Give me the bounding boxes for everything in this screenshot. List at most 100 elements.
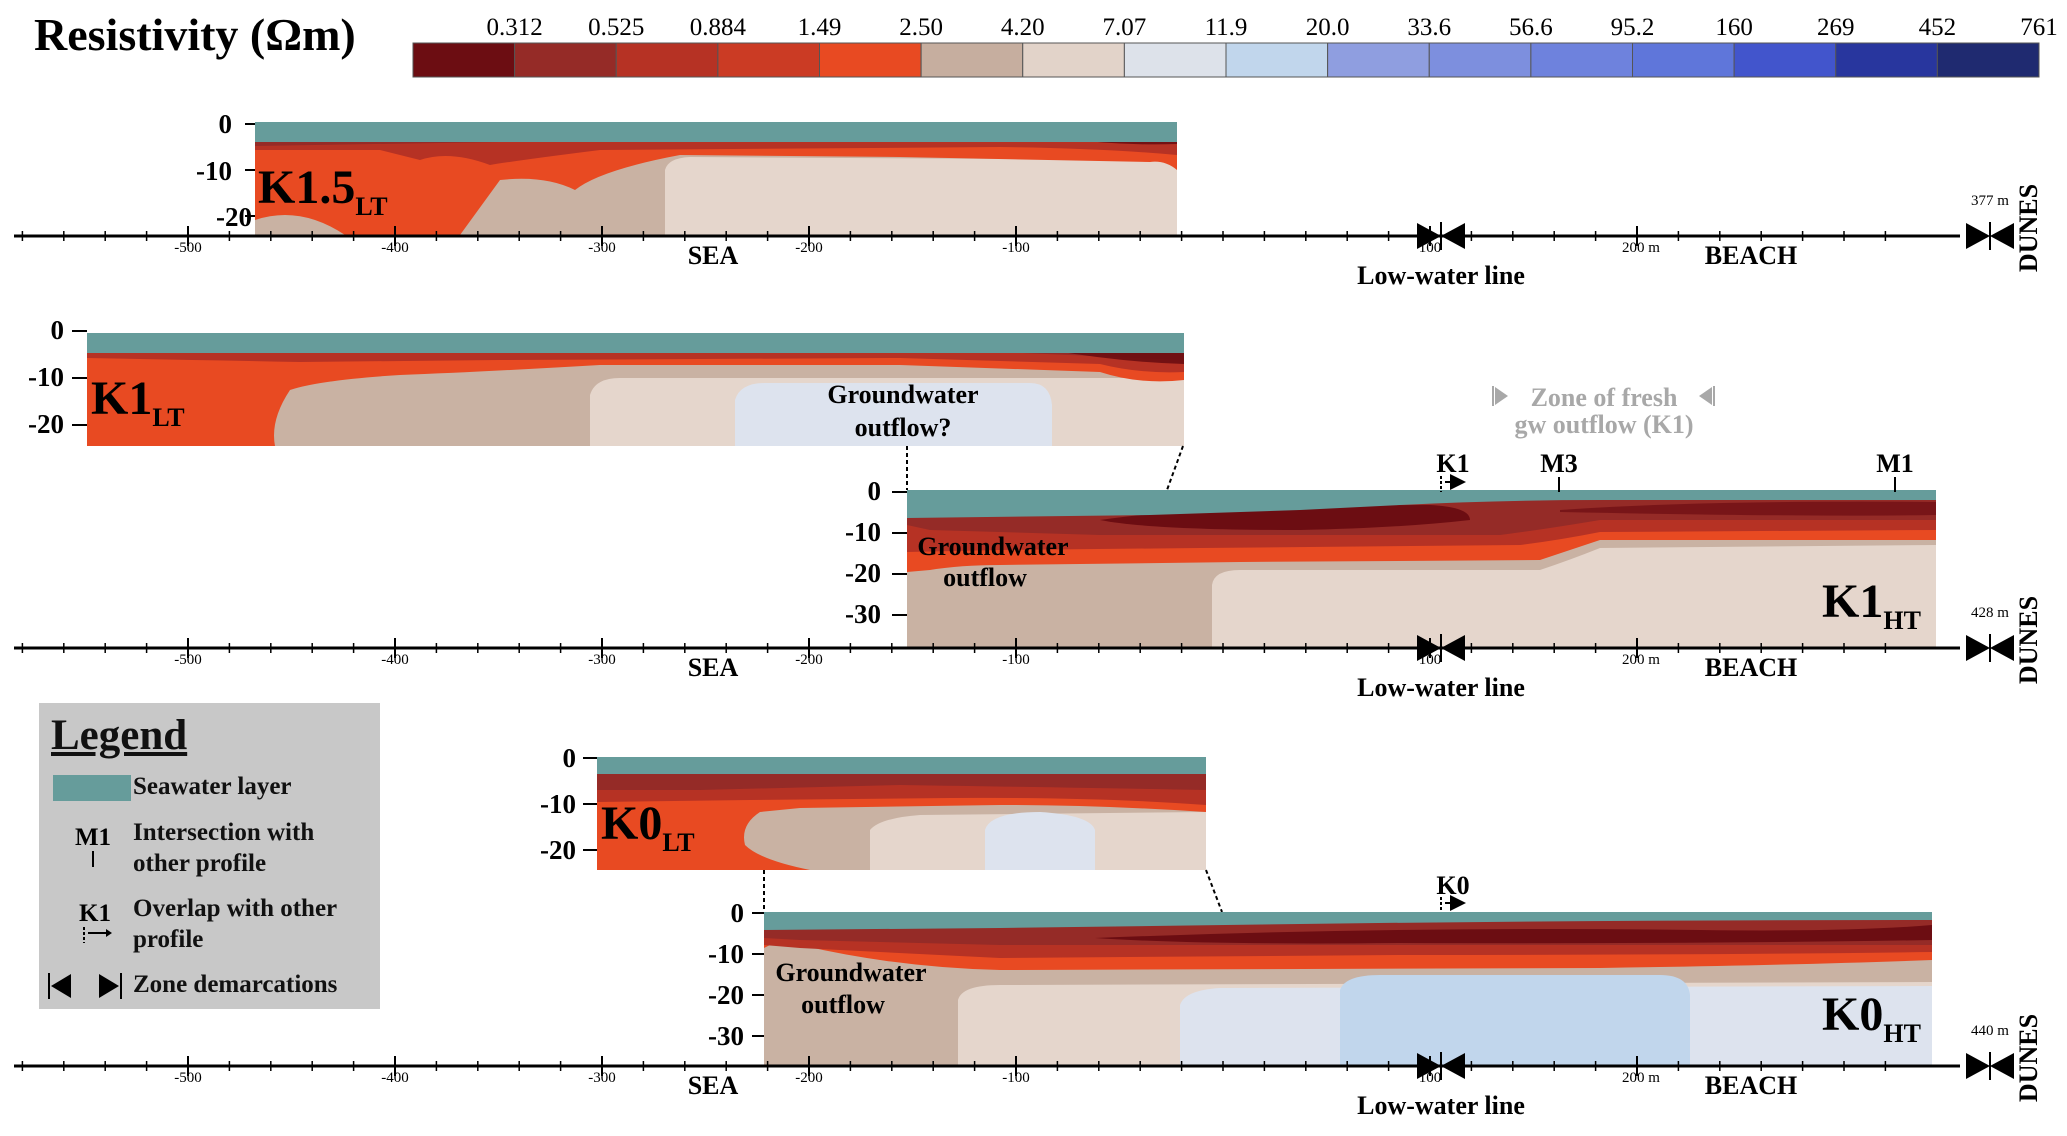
k1ht-depth-0: 0: [868, 476, 882, 506]
k0ht-depth-labels: 0 -10 -20 -30: [708, 898, 764, 1051]
axis-tick-label: -100: [1002, 652, 1030, 668]
colorbar-tick-label: 56.6: [1509, 14, 1553, 41]
zone-demarcation-icon: [1966, 223, 1990, 249]
colorbar-segment: [920, 42, 1024, 78]
legend-label-seawater: Seawater layer: [133, 773, 292, 800]
axis-tick-label: -300: [588, 240, 616, 256]
k1lt-annotation-line2: outflow?: [855, 413, 952, 442]
k0lt-section: 0 -10 -20 K0LT: [540, 743, 1206, 870]
k1lt-depth-10: -10: [28, 362, 64, 392]
axis-tick-label: 200 m: [1622, 240, 1660, 256]
colorbar-segment: [514, 42, 617, 78]
axis-tick-label: -200: [795, 652, 823, 668]
colorbar-tick-label: 761: [2020, 14, 2058, 41]
colorbar-tick-label: 269: [1817, 14, 1855, 41]
colorbar-segment: [412, 42, 516, 78]
colorbar-tick-label: 452: [1919, 14, 1957, 41]
k0lt-depth-0: 0: [563, 743, 577, 773]
colorbar-tick-label: 11.9: [1205, 14, 1248, 41]
axis-tick-label: 200 m: [1622, 1070, 1660, 1086]
k1ht-depth-20: -20: [845, 558, 881, 588]
colorbar-segment: [1936, 42, 2040, 78]
seawater-swatch: [51, 771, 133, 805]
zone-demarcation-icon: [1441, 635, 1465, 661]
k1ht-marker-m3: M3: [1540, 449, 1578, 478]
colorbar-segment: [819, 42, 922, 78]
k1lt-profile-name: K1LT: [91, 372, 185, 432]
colorbar-tick-label: 0.884: [690, 14, 747, 41]
colorbar-segment: [1022, 42, 1125, 78]
k0ht-annotation-line2: outflow: [801, 990, 885, 1019]
legend-item-seawater: Seawater layer: [51, 771, 368, 805]
colorbar-segment: [615, 42, 719, 78]
colorbar-segment: [1225, 42, 1329, 78]
colorbar-tick-label: 1.49: [798, 14, 842, 41]
dunes-label: DUNES: [2014, 184, 2043, 272]
legend-label-intersection: Intersection with other profile: [133, 819, 315, 877]
k1ht-marker-k1: K1: [1436, 449, 1469, 478]
colorbar-segment: [1530, 42, 1633, 78]
colorbar-tick-label: 160: [1715, 14, 1753, 41]
k1ht-depth-labels: 0 -10 -20 -30: [845, 476, 907, 629]
k1ht-marker-m1: M1: [1876, 449, 1914, 478]
overlap-symbol-text: K1: [79, 900, 111, 927]
colorbar-segment: [1123, 42, 1227, 78]
axis-tick-label: -200: [795, 1070, 823, 1086]
k1ht-annotation-line2: outflow: [943, 563, 1027, 592]
k1lt-depth-labels: 0 -10 -20: [28, 315, 87, 439]
zone-demarcation-icon: [1990, 223, 2014, 249]
legend-title: Legend: [51, 712, 188, 759]
dunes-label: DUNES: [2014, 596, 2043, 684]
k15lt-depth-labels: 0 -10 -20: [196, 109, 255, 232]
intersection-symbol-text: M1: [75, 824, 111, 851]
k0lt-profile-name: K0LT: [601, 797, 695, 857]
k1lt-depth-0: 0: [51, 315, 65, 345]
zone-demarcation-icon: [48, 969, 133, 1003]
k0ht-marker-k0: K0: [1436, 871, 1469, 900]
axis-tick-label: -500: [174, 240, 202, 256]
axis-tick-label: -400: [381, 240, 409, 256]
zone-demarcation-icon: [1417, 223, 1441, 249]
legend-item-zone: Zone demarcations: [48, 969, 368, 1003]
axis-tick-label: 200 m: [1622, 652, 1660, 668]
colorbar: 0.312 0.525 0.884 1.49 2.50 4.20 7.07 11.9 20.0 3…: [412, 14, 2058, 78]
colorbar-tick-label: 7.07: [1103, 14, 1147, 41]
k0lt-depth-labels: 0 -10 -20: [540, 743, 597, 865]
k1lt-annotation-line1: Groundwater: [827, 380, 978, 409]
intersection-marker-icon: M1: [51, 817, 133, 877]
dunes-label: DUNES: [2014, 1014, 2043, 1102]
sea-label: SEA: [688, 653, 739, 682]
k1ht-section: 0 -10 -20 -30 Groundwater outflow K1HT K…: [845, 383, 1936, 647]
zone-demarcation-icon: [1417, 635, 1441, 661]
k0ht-depth-30: -30: [708, 1021, 744, 1051]
legend-label-zone: Zone demarcations: [133, 971, 338, 998]
k15lt-profile-name: K1.5LT: [258, 161, 388, 221]
legend-box: Legend Seawater layer M1 Intersection wi…: [39, 703, 380, 1009]
axis-tick-label: -500: [174, 652, 202, 668]
dunes-distance-label: 440 m: [1971, 1023, 2009, 1039]
beach-label: BEACH: [1705, 1071, 1797, 1100]
k0ht-depth-20: -20: [708, 980, 744, 1010]
axis-tick-label: -300: [588, 1070, 616, 1086]
zone-demarcation-icon: [1966, 635, 1990, 661]
overlap-marker-icon: K1: [51, 893, 133, 953]
zone-demarcation-icon: [1441, 223, 1465, 249]
axis-tick-label: -400: [381, 1070, 409, 1086]
sea-label: SEA: [688, 241, 739, 270]
colorbar-tick-label: 0.312: [487, 14, 543, 41]
zone-fresh-gw-line1: Zone of fresh: [1531, 383, 1678, 412]
k1ht-annotation-line1: Groundwater: [917, 532, 1068, 561]
k0ht-section: 0 -10 -20 -30 Groundwater outflow K0HT K…: [708, 871, 1932, 1065]
legend-item-overlap: K1 Overlap with other profile: [51, 893, 368, 957]
colorbar-segment: [1428, 42, 1532, 78]
colorbar-tick-label: 33.6: [1407, 14, 1451, 41]
zone-demarcation-icon: [1417, 1053, 1441, 1079]
legend-item-intersection: M1 Intersection with other profile: [51, 817, 368, 881]
k0ht-profile-name: K0HT: [1822, 988, 1921, 1048]
k0ht-annotation-line1: Groundwater: [775, 958, 926, 987]
zone-demarcation-icon: [1966, 1053, 1990, 1079]
k1lt-section: 0 -10 -20 K1LT Groundwater outflow?: [28, 315, 1184, 446]
dunes-distance-label: 377 m: [1971, 193, 2009, 209]
axis-tick-label: -100: [1002, 1070, 1030, 1086]
